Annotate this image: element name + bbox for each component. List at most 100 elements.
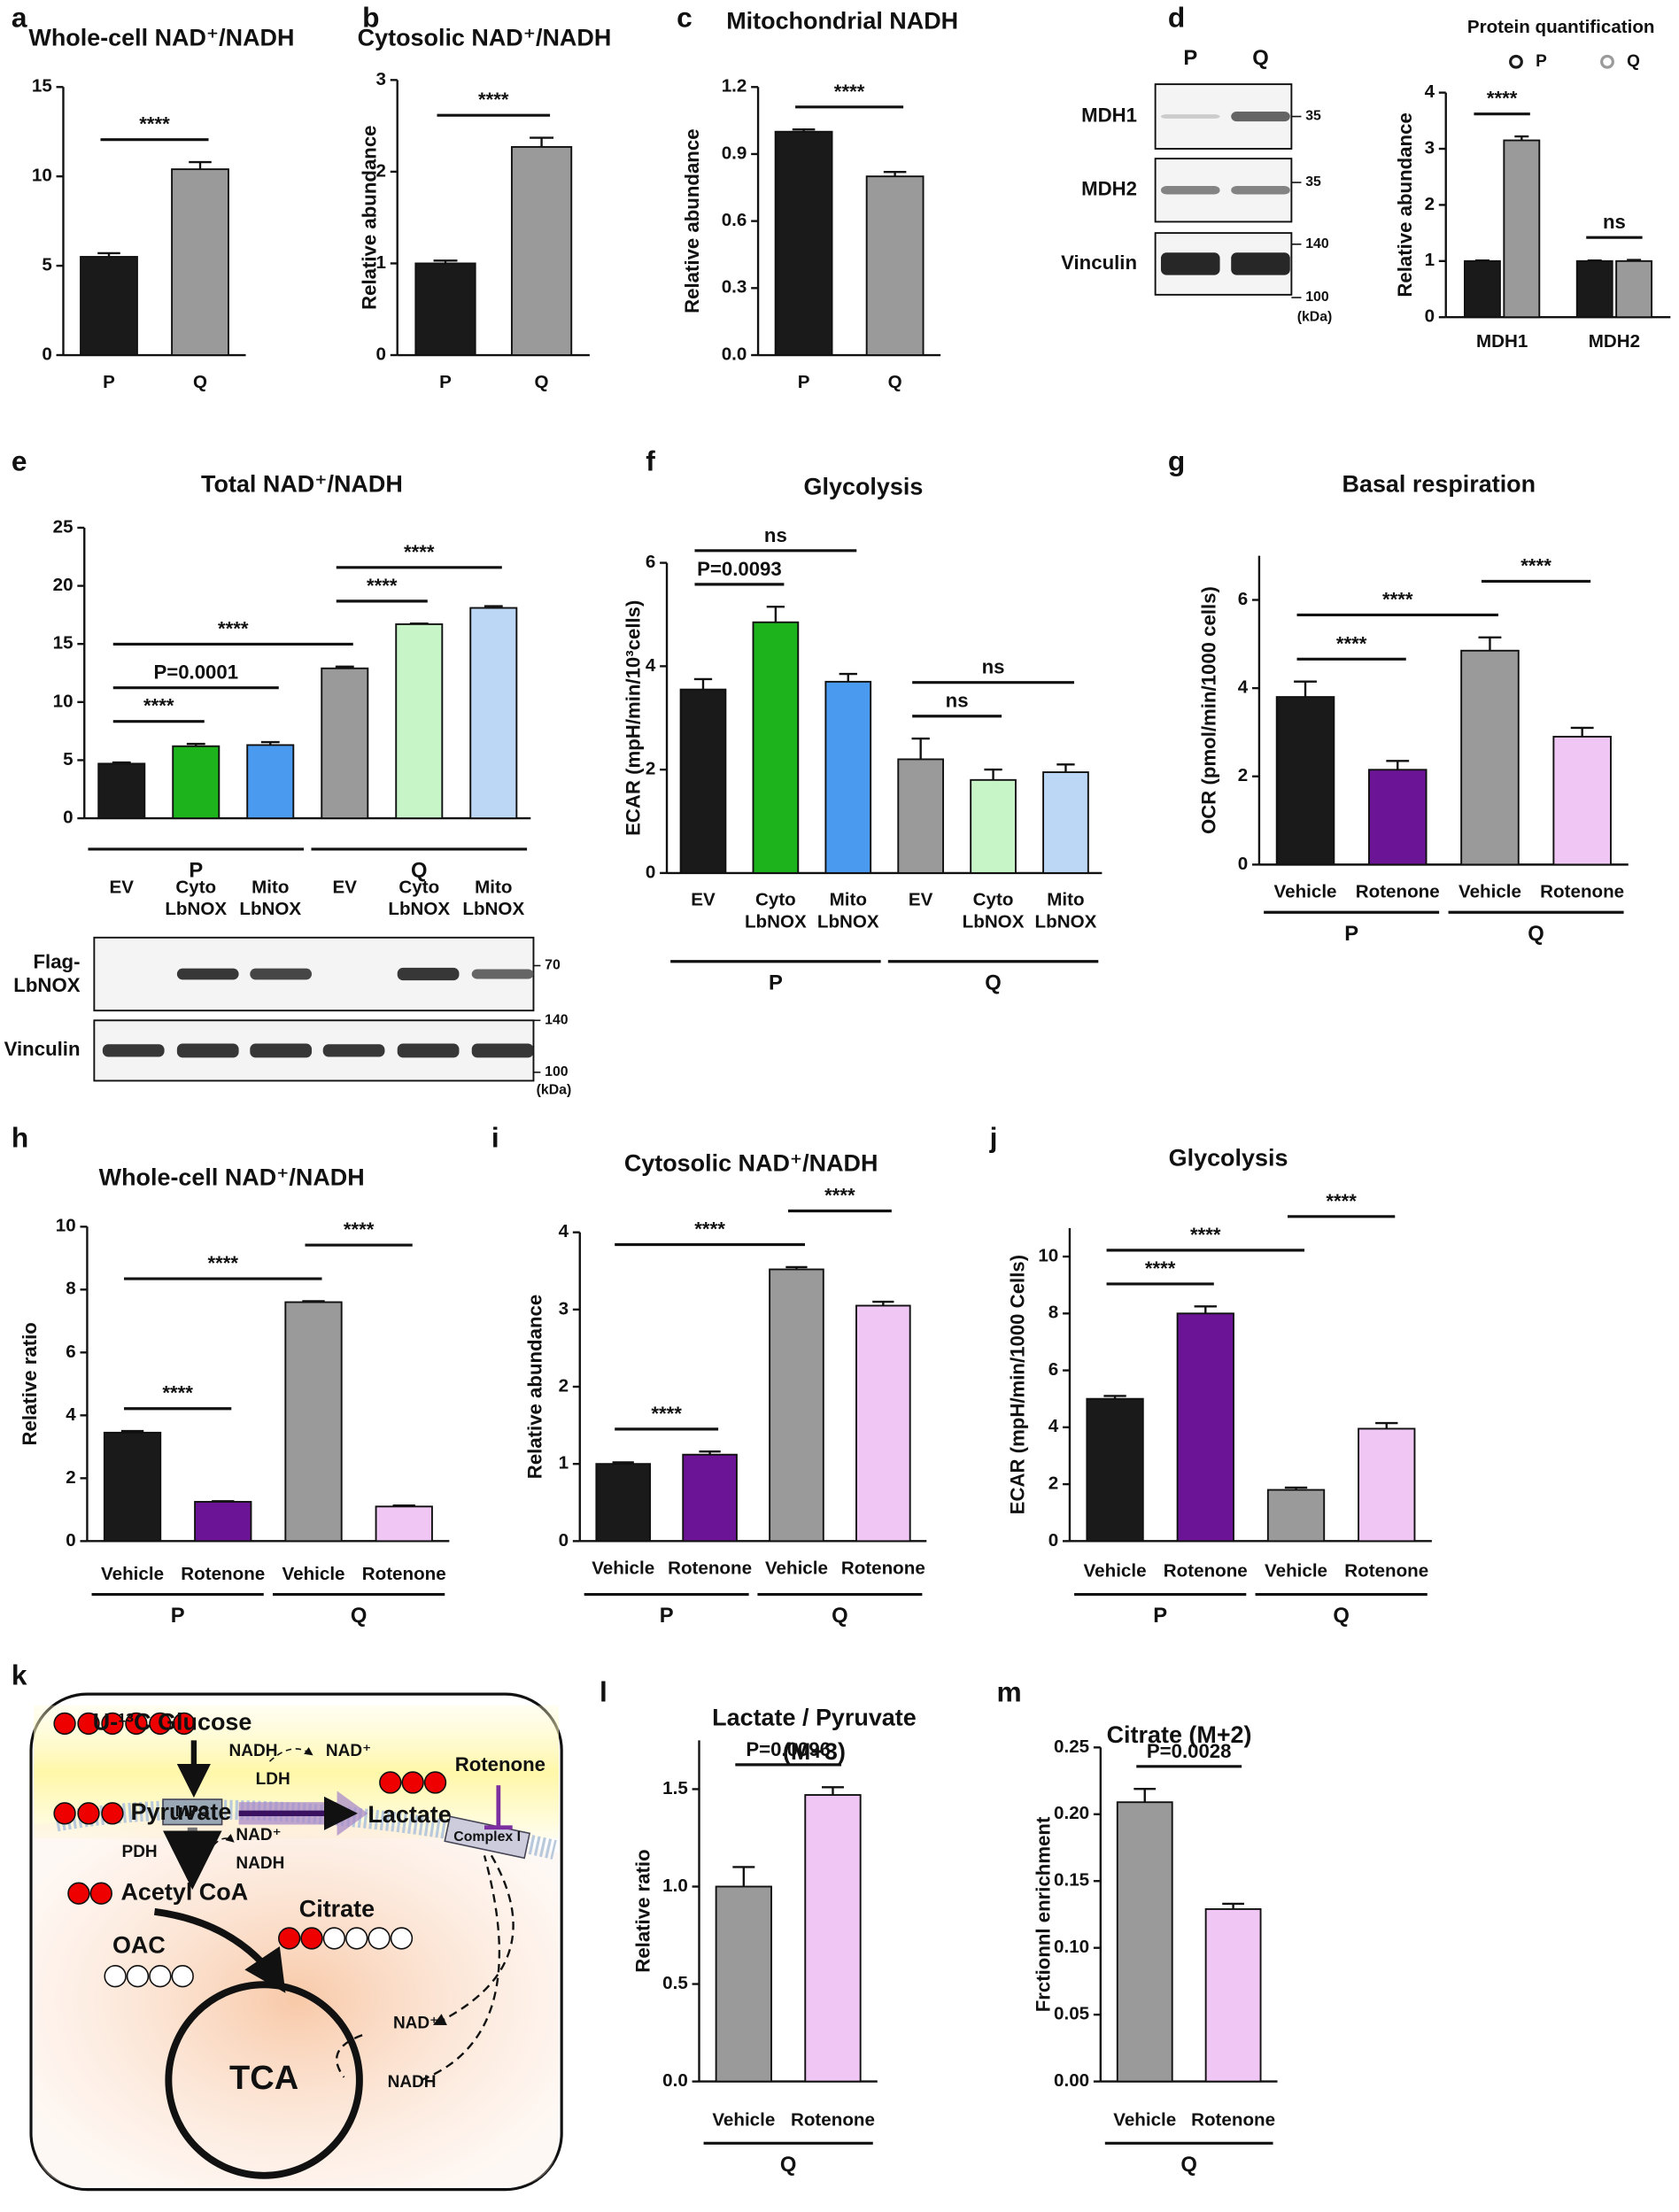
- bar: [715, 1885, 772, 2083]
- x-tick-label: Vehicle: [592, 1558, 654, 1578]
- y-tick-label: 4: [66, 1404, 76, 1425]
- bar: [1086, 1397, 1144, 1543]
- error-bar: [1627, 259, 1642, 261]
- electron-path: [421, 1855, 500, 2082]
- blot-marker: 35: [1305, 174, 1321, 189]
- bar: [172, 745, 221, 820]
- x-tick-label: P: [439, 372, 452, 392]
- y-tick-label: 2: [559, 1375, 569, 1396]
- bar: [682, 1453, 738, 1543]
- legend-marker: [1600, 54, 1614, 69]
- blot-marker: 140: [1305, 236, 1329, 251]
- y-tick-label: 4: [559, 1221, 569, 1241]
- carbon-atom: [77, 1802, 100, 1825]
- y-tick-label: 8: [1048, 1303, 1058, 1323]
- blot-row-label: MDH1: [1081, 104, 1137, 126]
- x-tick-label: Vehicle: [101, 1564, 164, 1584]
- significance-label: ****: [1520, 554, 1551, 576]
- y-tick-label: 0: [66, 1530, 75, 1551]
- group-label: P: [769, 971, 783, 994]
- panel-letter: j: [989, 1121, 998, 1153]
- blot-band: [322, 1044, 385, 1057]
- panel-letter: k: [12, 1659, 27, 1690]
- carbon-atom: [53, 1802, 76, 1825]
- significance-label: P=0.0001: [153, 661, 238, 684]
- blot-marker: 100: [1305, 290, 1329, 305]
- y-tick-label: 5: [63, 749, 73, 770]
- error-bar: [97, 251, 120, 258]
- blot-frame: [93, 1019, 535, 1082]
- blot-row-label: Vinculin: [1061, 251, 1137, 274]
- blot-lane-label: P: [1183, 46, 1197, 70]
- panel-letter: i: [491, 1121, 499, 1153]
- y-tick-label: 0: [376, 344, 386, 364]
- diagram-label: Pyruvate: [131, 1798, 232, 1825]
- bar: [321, 667, 369, 820]
- y-tick-label: 0.6: [722, 210, 747, 230]
- y-axis-label: OCR (pmol/min/1000 cells): [1197, 586, 1219, 834]
- carbon-atom: [390, 1927, 414, 1950]
- bar: [595, 1463, 652, 1543]
- carbon-atom: [322, 1927, 346, 1950]
- blot-row-label: Vinculin: [4, 1038, 81, 1060]
- significance-label: ****: [162, 1382, 193, 1404]
- y-tick-label: 0: [559, 1530, 569, 1551]
- error-bar: [821, 1786, 844, 1796]
- diagram-label: Citrate: [299, 1895, 375, 1922]
- y-axis-label: Relative abundance: [681, 128, 703, 313]
- bar: [1358, 1427, 1416, 1543]
- chart-title: Glycolysis: [804, 474, 924, 500]
- blot-band: [397, 1043, 460, 1058]
- significance-label: ns: [764, 524, 787, 546]
- bar: [970, 778, 1017, 874]
- error-bar: [409, 623, 429, 625]
- error-bar: [1284, 1486, 1308, 1490]
- electron-path: [432, 1854, 515, 2025]
- bar: [375, 1505, 433, 1543]
- diagram-label: MPC: [175, 1802, 210, 1820]
- blot-band: [250, 1043, 313, 1058]
- error-bar: [785, 1265, 808, 1270]
- group-label: P: [1344, 922, 1358, 946]
- y-tick-label: 10: [56, 1216, 76, 1236]
- error-bar: [984, 768, 1002, 780]
- carbon-atom: [101, 1802, 124, 1825]
- x-tick-label: MDH2: [1589, 331, 1640, 352]
- blot-marker: 100: [545, 1064, 569, 1079]
- error-bar: [1222, 1902, 1244, 1909]
- blot-marker: 35: [1305, 109, 1321, 124]
- significance-label: ****: [208, 1252, 239, 1274]
- group-label: Q: [1333, 1604, 1350, 1628]
- x-tick-label: Vehicle: [712, 2109, 775, 2130]
- y-tick-label: 2: [376, 160, 386, 181]
- panel-letter: h: [12, 1121, 28, 1153]
- blot-band: [102, 1044, 165, 1057]
- group-label: Q: [351, 1604, 368, 1628]
- y-tick-label: 2: [1425, 194, 1435, 214]
- bar: [284, 1301, 343, 1543]
- x-tick-label: EV: [333, 878, 358, 898]
- chart-title: Cytosolic NAD⁺/NADH: [358, 24, 612, 50]
- y-tick-label: 1.2: [722, 76, 747, 97]
- significance-label: ****: [1382, 588, 1413, 610]
- group-label: Q: [1180, 2153, 1197, 2177]
- diagram-label: TCA: [229, 2060, 298, 2097]
- x-tick-label: Cyto LbNOX: [165, 878, 227, 920]
- bar: [769, 1268, 824, 1543]
- y-tick-label: 0: [646, 862, 655, 882]
- error-bar: [792, 128, 816, 132]
- y-tick-label: 3: [559, 1298, 569, 1319]
- chart-title: Cytosolic NAD⁺/NADH: [624, 1150, 878, 1177]
- y-tick-label: 3: [376, 69, 386, 89]
- diagram-label: NAD⁺: [326, 1742, 371, 1760]
- bar: [1575, 259, 1613, 319]
- group-label: P: [171, 1604, 185, 1628]
- y-tick-label: 4: [646, 655, 656, 676]
- chart-title: Citrate (M+2): [1107, 1721, 1252, 1748]
- error-bar: [766, 606, 785, 623]
- diagram-label: OAC: [112, 1932, 166, 1959]
- error-bar: [1375, 1421, 1398, 1429]
- chart-title: Whole-cell NAD⁺/NADH: [28, 24, 294, 50]
- bar: [804, 1794, 862, 2083]
